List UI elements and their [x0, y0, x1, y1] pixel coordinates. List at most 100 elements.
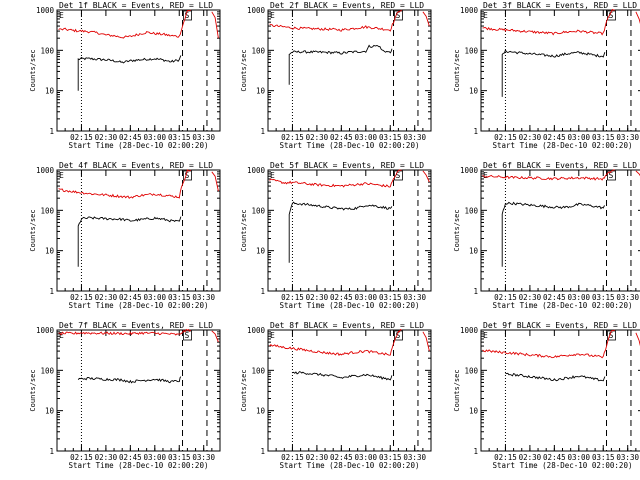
- corner-label-box: [394, 330, 403, 341]
- x-axis-label: Start Time (28-Dec-10 02:00:20): [69, 461, 209, 470]
- corner-label-s: S: [185, 331, 190, 340]
- y-tick-label: 10: [469, 247, 479, 256]
- corner-label-e: E: [270, 171, 275, 180]
- x-axis-label: Start Time (28-Dec-10 02:00:20): [280, 461, 420, 470]
- corner-label-s: S: [609, 11, 614, 20]
- y-tick-label: 100: [40, 366, 54, 375]
- x-tick-label: 02:30: [306, 293, 329, 302]
- x-tick-label: 03:15: [379, 293, 402, 302]
- x-tick-label: 03:00: [355, 133, 378, 142]
- corner-label-e: E: [483, 171, 488, 180]
- x-tick-label: 03:30: [616, 453, 639, 462]
- plot-title: Det 8f BLACK = Events, RED = LLD: [270, 321, 424, 330]
- x-tick-label: 03:00: [144, 293, 167, 302]
- x-tick-label: 02:15: [494, 133, 517, 142]
- x-tick-label: 02:30: [95, 133, 118, 142]
- x-tick-label: 03:30: [616, 293, 639, 302]
- x-tick-label: 02:15: [70, 293, 93, 302]
- y-axis-label: Counts/sec: [29, 209, 37, 251]
- x-tick-label: 03:00: [568, 293, 591, 302]
- y-tick-label: 100: [251, 46, 265, 55]
- events-series-line: [501, 201, 606, 267]
- plot-panel: Det 5f BLACK = Events, RED = LLD 1 10 100 10…: [240, 161, 432, 310]
- y-tick-label: 1: [473, 287, 478, 296]
- y-axis-label: Counts/sec: [29, 49, 37, 91]
- events-series-line: [505, 372, 606, 382]
- y-tick-label: 100: [251, 206, 265, 215]
- lld-series-line: [58, 328, 192, 336]
- lld-series-tail: [635, 11, 640, 24]
- corner-label-e: E: [483, 331, 488, 340]
- y-axis-label: Counts/sec: [453, 49, 461, 91]
- y-tick-label: 1000: [247, 326, 266, 335]
- x-axis-label: Start Time (28-Dec-10 02:00:20): [69, 141, 209, 150]
- y-tick-label: 100: [40, 46, 54, 55]
- x-axis-label: Start Time (28-Dec-10 02:00:20): [493, 301, 633, 310]
- corner-label-s: S: [396, 171, 401, 180]
- x-tick-label: 03:15: [168, 133, 191, 142]
- corner-label-e: E: [270, 11, 275, 20]
- events-series-line: [77, 376, 182, 384]
- y-tick-label: 1000: [36, 326, 55, 335]
- x-tick-label: 03:30: [192, 453, 215, 462]
- corner-label-e: E: [59, 171, 64, 180]
- y-tick-label: 1000: [460, 326, 479, 335]
- y-tick-label: 10: [45, 87, 55, 96]
- x-tick-label: 02:15: [70, 133, 93, 142]
- y-tick-label: 1: [260, 287, 265, 296]
- lld-series-line: [482, 169, 615, 181]
- y-tick-label: 1: [49, 127, 54, 136]
- x-tick-label: 03:30: [403, 453, 426, 462]
- lld-series-line: [58, 9, 191, 39]
- y-tick-label: 1: [260, 447, 265, 456]
- y-tick-label: 1000: [36, 6, 55, 15]
- y-tick-label: 1000: [247, 6, 266, 15]
- lld-series-tail: [635, 332, 640, 347]
- y-tick-label: 1000: [36, 166, 55, 175]
- plot-panel: Det 9f BLACK = Events, RED = LLD 1 10 100 10…: [453, 321, 640, 470]
- x-tick-label: 03:00: [144, 133, 167, 142]
- y-tick-label: 1000: [460, 6, 479, 15]
- x-tick-label: 03:15: [168, 453, 191, 462]
- plot-title: Det 5f BLACK = Events, RED = LLD: [270, 161, 424, 170]
- x-tick-label: 03:00: [144, 453, 167, 462]
- x-tick-label: 02:45: [330, 453, 353, 462]
- x-tick-label: 03:00: [355, 293, 378, 302]
- plot-panel: Det 7f BLACK = Events, RED = LLD 1 10 100 10…: [29, 321, 221, 470]
- corner-label-s: S: [185, 171, 190, 180]
- lld-series-tail: [422, 331, 430, 352]
- x-tick-label: 03:30: [192, 293, 215, 302]
- events-series-line: [501, 49, 606, 97]
- y-axis-label: Counts/sec: [240, 209, 248, 251]
- y-axis-label: Counts/sec: [29, 369, 37, 411]
- plot-panel: Det 4f BLACK = Events, RED = LLD 1 10 100 10…: [29, 161, 221, 310]
- events-series-line: [292, 371, 393, 381]
- y-tick-label: 100: [464, 206, 478, 215]
- lld-series-tail: [211, 11, 219, 39]
- x-tick-label: 02:15: [281, 293, 304, 302]
- x-tick-label: 02:45: [119, 133, 142, 142]
- plot-title: Det 9f BLACK = Events, RED = LLD: [483, 321, 637, 330]
- corner-label-e: E: [59, 331, 64, 340]
- lld-series-tail: [635, 170, 640, 177]
- x-tick-label: 02:45: [330, 293, 353, 302]
- x-tick-label: 03:30: [403, 133, 426, 142]
- x-tick-label: 02:15: [494, 453, 517, 462]
- x-tick-label: 02:30: [95, 453, 118, 462]
- x-tick-label: 02:15: [494, 293, 517, 302]
- plot-panel: Det 8f BLACK = Events, RED = LLD 1 10 100 10…: [240, 321, 432, 470]
- x-axis-label: Start Time (28-Dec-10 02:00:20): [493, 461, 633, 470]
- y-tick-label: 10: [256, 87, 266, 96]
- y-tick-label: 10: [45, 407, 55, 416]
- x-tick-label: 02:30: [306, 133, 329, 142]
- x-tick-label: 03:15: [592, 133, 615, 142]
- x-tick-label: 03:15: [592, 453, 615, 462]
- events-series-line: [77, 55, 182, 91]
- y-axis-label: Counts/sec: [240, 49, 248, 91]
- lld-series-tail: [422, 11, 430, 27]
- x-tick-label: 03:15: [379, 133, 402, 142]
- x-tick-label: 03:00: [568, 453, 591, 462]
- corner-label-s: S: [609, 331, 614, 340]
- y-tick-label: 100: [464, 366, 478, 375]
